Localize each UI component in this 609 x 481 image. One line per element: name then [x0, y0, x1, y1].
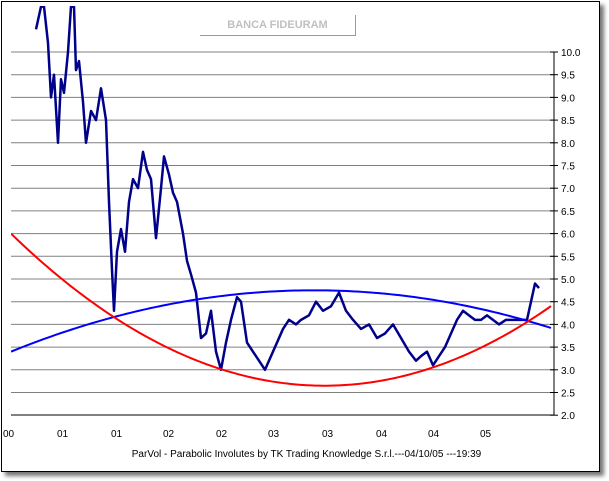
- y-tick-label: 7.5: [561, 162, 575, 173]
- chart-footer: ParVol - Parabolic Involutes by TK Tradi…: [131, 449, 482, 460]
- y-tick-label: 3.0: [561, 366, 575, 377]
- x-tick-label: 05: [480, 429, 492, 440]
- series-lines: [11, 6, 552, 387]
- y-tick-label: 6.0: [561, 230, 575, 241]
- chart-frame: 2.0 2.5 3.0 3.5 4.0 4.5 5.0 5.5 6.0 6.5 7.0 7.5 8.0 8…: [1, 1, 600, 472]
- x-tick-label: 03: [268, 429, 280, 440]
- x-tick-label: 04: [376, 429, 388, 440]
- y-tick-label: 10.0: [561, 48, 581, 59]
- y-axis: 2.0 2.5 3.0 3.5 4.0 4.5 5.0 5.5 6.0 6.5 7.0 7.5 8.0 8…: [550, 48, 581, 422]
- y-tick-label: 4.0: [561, 320, 575, 331]
- x-tick-label: 00: [3, 429, 15, 440]
- y-tick-label: 8.5: [561, 116, 575, 127]
- lower-parabola-line: [11, 232, 552, 387]
- y-tick-label: 7.0: [561, 184, 575, 195]
- x-tick-label: 02: [216, 429, 228, 440]
- chart-svg: 2.0 2.5 3.0 3.5 4.0 4.5 5.0 5.5 6.0 6.5 7.0 7.5 8.0 8…: [3, 6, 581, 440]
- y-tick-label: 2.0: [561, 411, 575, 422]
- y-tick-label: 5.0: [561, 275, 575, 286]
- x-tick-label: 01: [111, 429, 123, 440]
- y-tick-label: 4.5: [561, 298, 575, 309]
- y-tick-label: 2.5: [561, 389, 575, 400]
- y-tick-label: 9.5: [561, 71, 575, 82]
- x-tick-label: 03: [322, 429, 334, 440]
- x-tick-label: 01: [57, 429, 69, 440]
- y-tick-label: 5.5: [561, 252, 575, 263]
- x-axis: 00 01 01 02 02 03 03 04 04 05: [3, 414, 554, 440]
- price-line: [34, 6, 540, 372]
- x-tick-label: 04: [428, 429, 440, 440]
- y-tick-label: 9.0: [561, 93, 575, 104]
- y-tick-label: 6.5: [561, 207, 575, 218]
- grid: [11, 51, 554, 393]
- y-tick-label: 3.5: [561, 343, 575, 354]
- chart-title: BANCA FIDEURAM: [200, 15, 356, 36]
- x-tick-label: 02: [163, 429, 175, 440]
- upper-parabola-line: [11, 289, 552, 353]
- y-tick-label: 8.0: [561, 139, 575, 150]
